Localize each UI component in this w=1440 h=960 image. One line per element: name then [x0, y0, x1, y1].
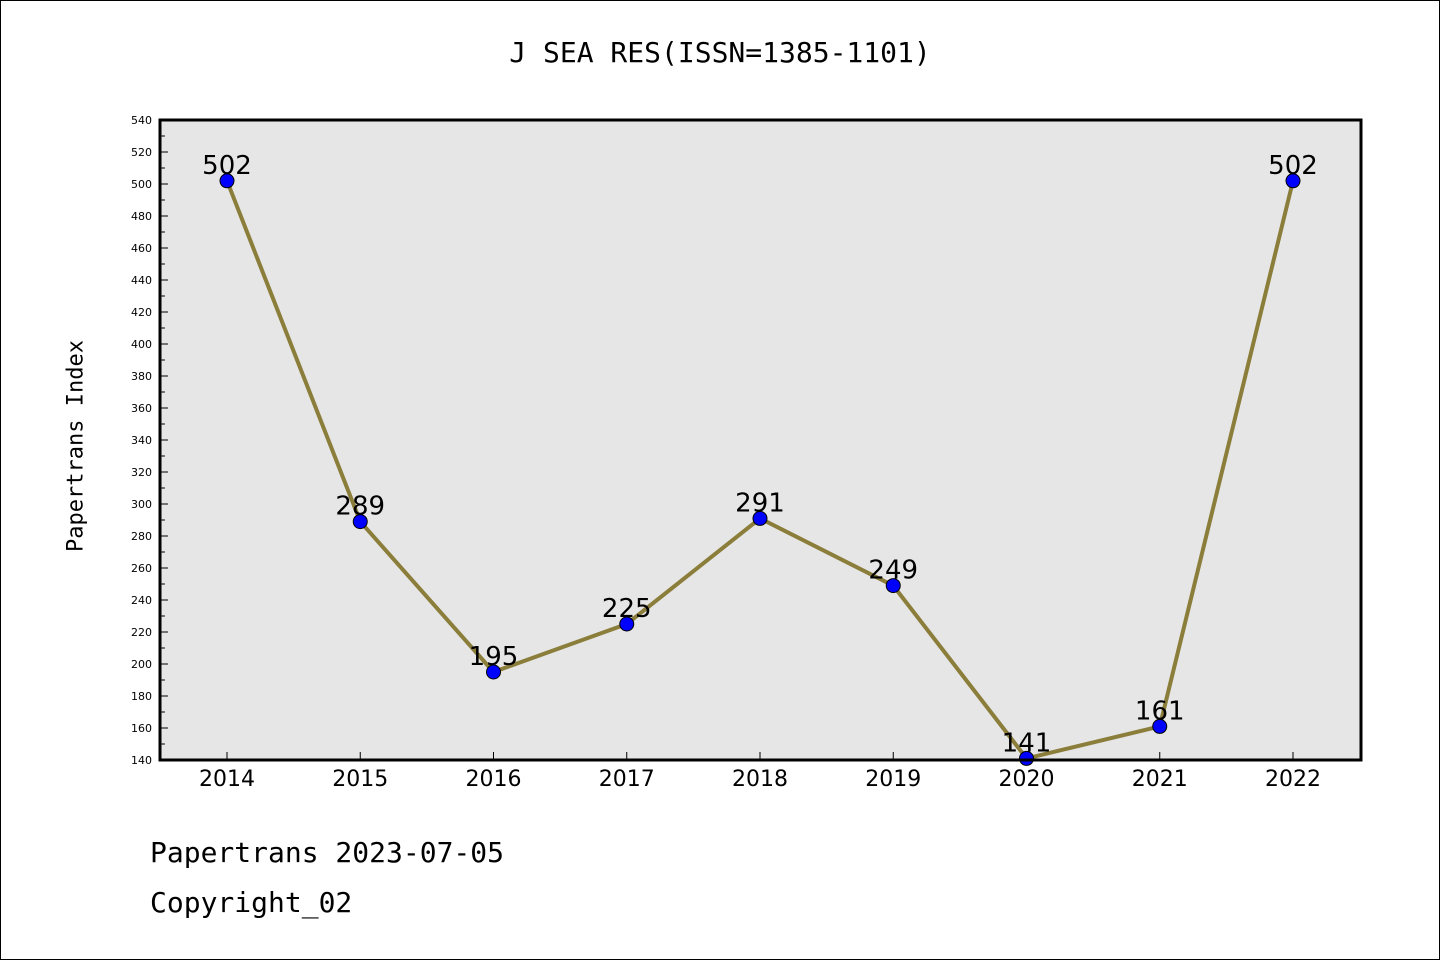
- data-point: [1152, 718, 1168, 734]
- y-tick-label: 360: [131, 402, 152, 415]
- data-point: [1285, 173, 1301, 189]
- y-tick-label: 140: [131, 754, 152, 767]
- y-tick-label: 260: [131, 562, 152, 575]
- data-label: 502: [202, 151, 252, 181]
- chart-title: J SEA RES(ISSN=1385-1101): [509, 36, 931, 69]
- x-tick-label: 2020: [999, 767, 1055, 792]
- y-tick-label: 440: [131, 274, 152, 287]
- data-point: [352, 514, 368, 530]
- data-label: 249: [868, 556, 918, 586]
- footer-copyright: Copyright_02: [150, 886, 353, 919]
- x-tick-label: 2017: [599, 767, 655, 792]
- data-label: 502: [1268, 151, 1318, 181]
- data-label: 225: [602, 594, 652, 624]
- y-tick-label: 480: [131, 210, 152, 223]
- data-labels: 502 289 195 225 291 249 141 161 502: [202, 151, 1318, 759]
- x-tick-label: 2014: [199, 767, 255, 792]
- y-tick-label: 320: [131, 466, 152, 479]
- y-tick-label: 200: [131, 658, 152, 671]
- footer-date: Papertrans 2023-07-05: [150, 836, 505, 869]
- data-point: [486, 664, 501, 680]
- data-point: [752, 510, 768, 526]
- y-tick-label: 160: [131, 722, 152, 735]
- x-tick-label: 2016: [466, 767, 522, 792]
- x-tick-label: 2018: [732, 767, 788, 792]
- data-point: [1019, 750, 1034, 766]
- data-point: [619, 616, 635, 632]
- x-axis-ticks: 2014 2015 2016 2017 2018 2019 2020 2021 2022: [199, 752, 1321, 792]
- y-tick-label: 280: [131, 530, 152, 543]
- y-tick-label: 460: [131, 242, 152, 255]
- x-tick-label: 2019: [865, 767, 921, 792]
- y-tick-label: 300: [131, 498, 152, 511]
- y-tick-label: 400: [131, 338, 152, 351]
- y-tick-label: 500: [131, 178, 152, 191]
- x-tick-label: 2021: [1132, 767, 1188, 792]
- data-label: 141: [1002, 728, 1052, 758]
- y-tick-label: 180: [131, 690, 152, 703]
- y-tick-label: 340: [131, 434, 152, 447]
- plot-border: [158, 118, 1363, 762]
- y-axis-ticks: 140 160 180 200 220 240 260 280 300 320 340 360 380 4…: [131, 114, 168, 767]
- data-point: [219, 173, 235, 189]
- x-tick-label: 2022: [1265, 767, 1321, 792]
- plot-area: [160, 120, 1361, 760]
- y-tick-label: 380: [131, 370, 152, 383]
- y-tick-label: 420: [131, 306, 152, 319]
- y-tick-label: 220: [131, 626, 152, 639]
- series-markers: [219, 173, 1301, 766]
- data-label: 195: [469, 642, 519, 672]
- data-label: 161: [1135, 696, 1185, 726]
- y-tick-label: 240: [131, 594, 152, 607]
- x-tick-label: 2015: [332, 767, 388, 792]
- data-point: [885, 578, 901, 594]
- y-tick-label: 540: [131, 114, 152, 127]
- y-tick-label: 520: [131, 146, 152, 159]
- data-label: 289: [335, 492, 385, 522]
- data-label: 291: [735, 488, 785, 518]
